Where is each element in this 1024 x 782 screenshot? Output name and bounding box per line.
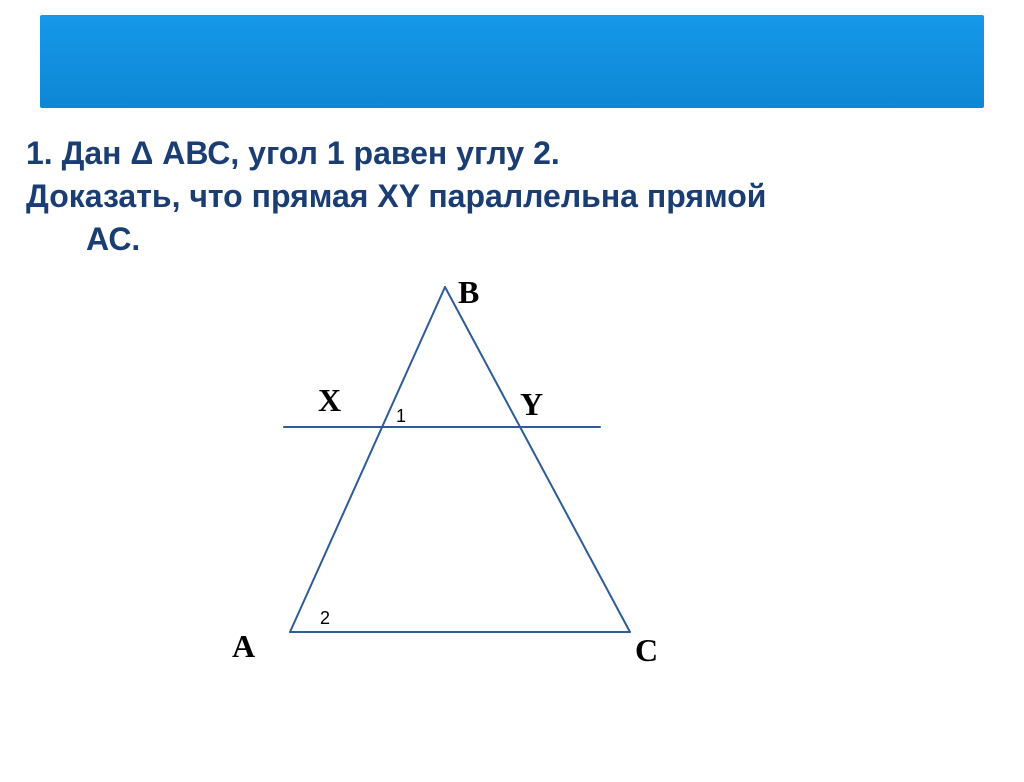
problem-line-1: 1. Дан Δ АВС, угол 1 равен углу 2. [26,132,1024,175]
vertex-label-y: Y [520,386,543,423]
angle-label-1: 1 [396,406,406,427]
side-ab [290,287,445,632]
angle-label-2: 2 [320,608,330,629]
problem-line-2: Доказать, что прямая ХY параллельна прям… [26,175,1024,218]
side-bc [445,287,630,632]
triangle-svg [240,262,740,692]
geometry-diagram: B X Y A C 1 2 [0,262,1024,692]
vertex-label-a: A [232,628,255,665]
problem-line-3: АС. [26,218,1024,261]
vertex-label-x: X [318,382,341,419]
vertex-label-c: C [635,632,658,669]
problem-statement: 1. Дан Δ АВС, угол 1 равен углу 2. Доказ… [26,132,1024,262]
title-header-bar [40,15,984,108]
vertex-label-b: B [458,274,479,311]
